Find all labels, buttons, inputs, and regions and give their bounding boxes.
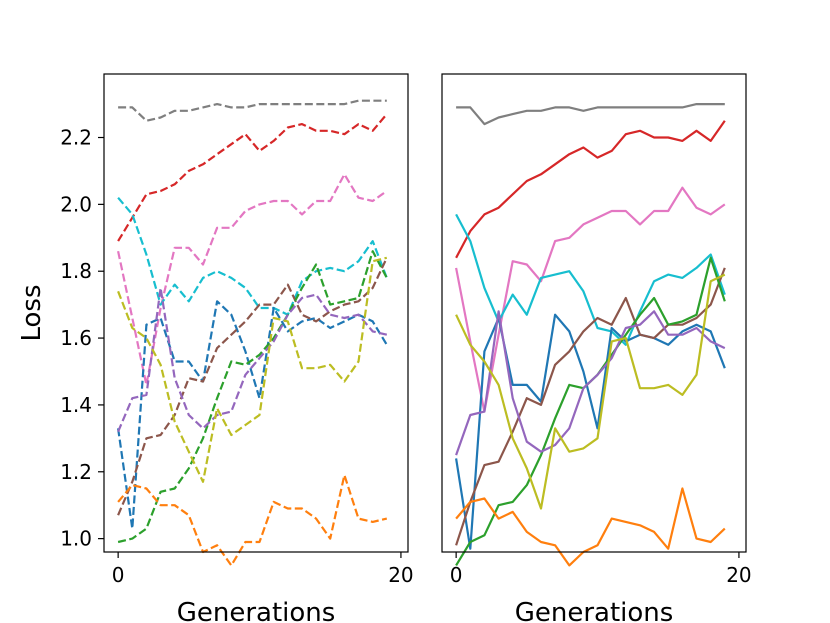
left-series-olive [117, 256, 388, 483]
right-series-layer [455, 102, 726, 567]
right-series-red [455, 120, 726, 259]
left-y-tick-label-4: 1.8 [60, 259, 92, 283]
left-y-tick-label-1: 1.2 [60, 460, 92, 484]
left-y-tick-label-2: 1.4 [60, 393, 92, 417]
right-series-cyan [455, 213, 726, 346]
right-panel: 0 20 Generations [441, 73, 752, 623]
left-panel: 0 20 1.0 1.2 1.4 1.6 1.8 2.0 2.2 Generations Los… [17, 73, 414, 623]
left-axes-frame [103, 73, 409, 553]
right-series-purple [455, 310, 726, 456]
left-x-tick-label-0: 0 [112, 563, 125, 587]
right-series-orange [455, 487, 726, 567]
left-series-layer [117, 99, 388, 567]
left-series-cyan [117, 196, 388, 316]
right-series-gray [456, 102, 725, 126]
left-series-blue [117, 300, 388, 530]
left-series-pink [117, 173, 388, 386]
left-y-axis-label: Loss [17, 284, 47, 341]
left-y-tick-label-5: 2.0 [60, 192, 92, 216]
left-series-purple [117, 286, 388, 433]
left-x-axis-label: Generations [177, 598, 336, 623]
right-x-axis-label: Generations [515, 598, 674, 623]
left-series-orange [117, 474, 388, 567]
right-series-olive [455, 273, 726, 510]
right-series-brown [455, 267, 726, 546]
left-series-red [117, 113, 388, 242]
right-tick-layer: 0 20 [450, 552, 752, 587]
left-y-tick-label-6: 2.2 [60, 126, 92, 150]
left-y-tick-label-0: 1.0 [60, 527, 92, 551]
left-x-tick-label-20: 20 [388, 563, 413, 587]
left-series-gray [118, 99, 387, 122]
right-x-tick-label-0: 0 [450, 563, 463, 587]
left-tick-layer: 0 20 1.0 1.2 1.4 1.6 1.8 2.0 2.2 [60, 126, 413, 587]
left-series-green [117, 250, 388, 544]
right-x-tick-label-20: 20 [726, 563, 751, 587]
left-y-tick-label-3: 1.6 [60, 326, 92, 350]
right-axes-frame [441, 73, 747, 553]
